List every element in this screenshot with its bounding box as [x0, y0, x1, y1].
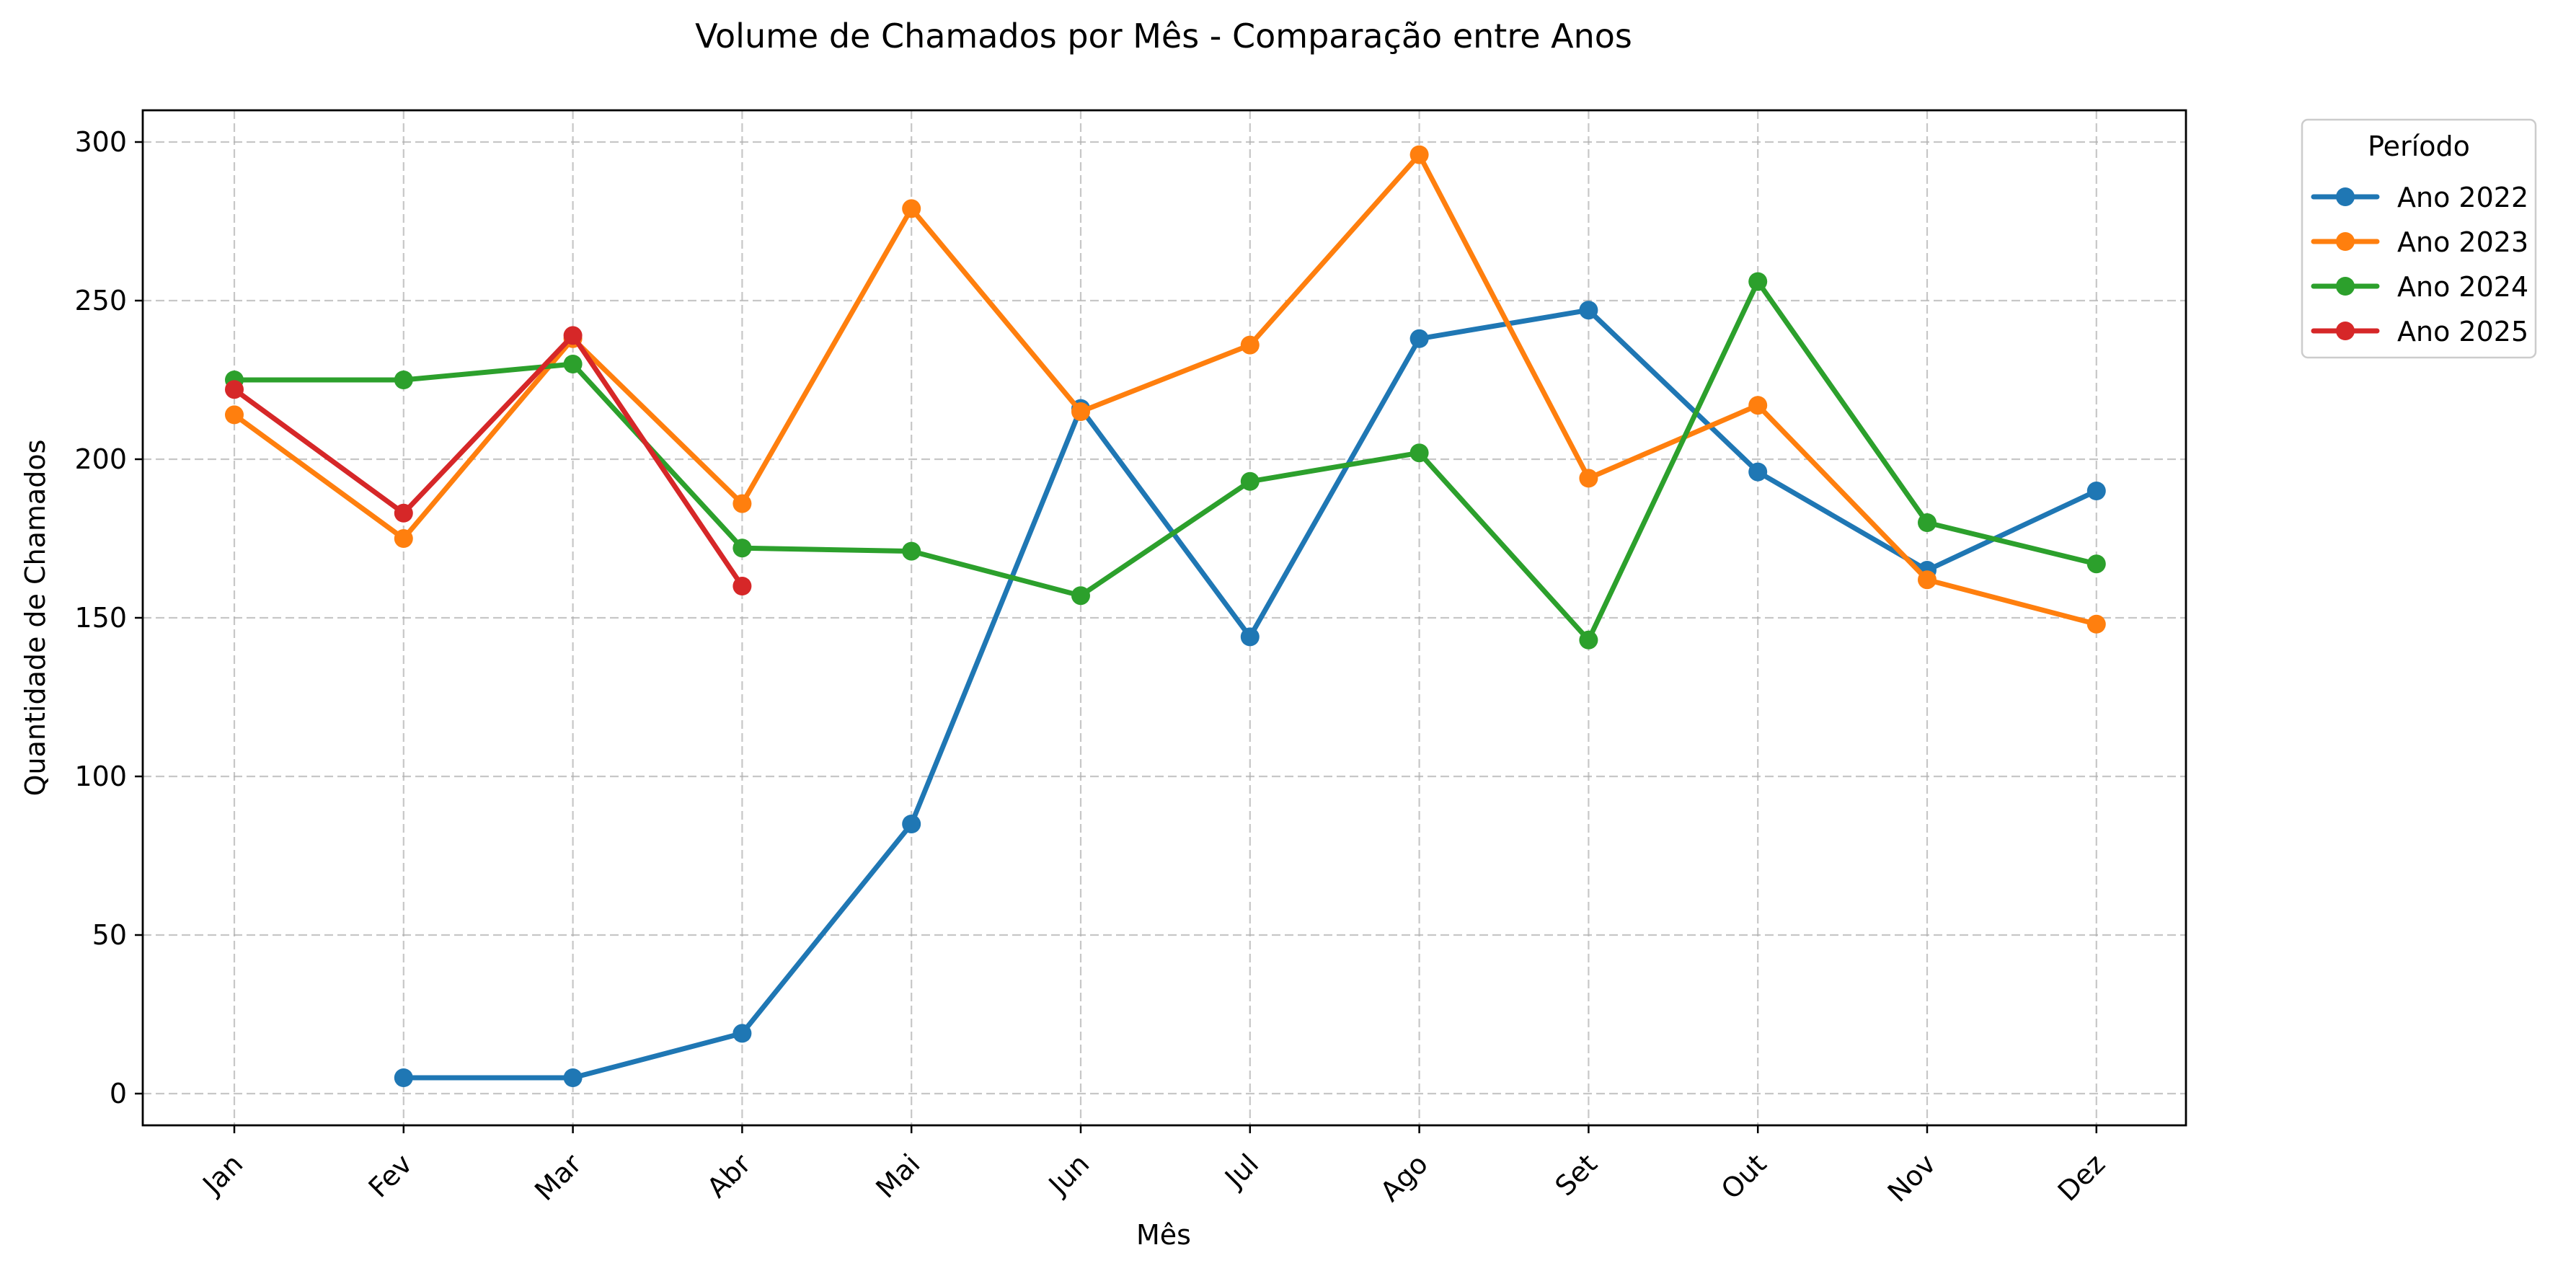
legend-label: Ano 2025	[2397, 316, 2528, 347]
data-point	[1748, 462, 1768, 482]
data-point	[902, 815, 921, 833]
series-line	[231, 332, 745, 589]
data-point	[1409, 443, 1429, 463]
x-tick-label: Mai	[869, 1148, 926, 1204]
data-point	[1918, 513, 1937, 532]
data-point	[563, 355, 583, 373]
legend-label: Ano 2024	[2397, 271, 2528, 303]
series-layer	[225, 145, 2106, 1087]
data-point	[225, 405, 244, 425]
x-tick-label: Fev	[363, 1148, 419, 1204]
x-tick-label: Jan	[195, 1148, 249, 1201]
y-axis-ticks: 0 50 100 150 200 250 300	[74, 126, 143, 1109]
legend-box	[2301, 118, 2537, 359]
series-line	[231, 152, 2099, 627]
y-tick-label: 300	[74, 126, 127, 158]
x-tick-label: Jul	[1218, 1148, 1265, 1195]
series-ano-2024	[225, 272, 2106, 650]
data-point	[1071, 402, 1090, 421]
legend-marker	[2336, 187, 2355, 206]
y-tick-label: 200	[74, 443, 127, 475]
legend-marker	[2336, 277, 2355, 296]
data-point	[732, 494, 752, 513]
data-point	[1240, 627, 1260, 647]
x-tick-label: Jun	[1042, 1148, 1096, 1202]
data-point	[1240, 335, 1260, 355]
x-axis-label: Mês	[1136, 1219, 1191, 1251]
grid-layer	[143, 110, 2186, 1125]
data-point	[1579, 630, 1598, 650]
legend-marker	[2336, 322, 2355, 340]
data-point	[1918, 570, 1937, 590]
series-line	[231, 279, 2099, 643]
data-point	[1409, 145, 1429, 164]
data-point	[2086, 482, 2106, 500]
data-point	[2086, 554, 2106, 574]
y-tick-label: 150	[74, 602, 127, 634]
x-tick-label: Dez	[2052, 1148, 2111, 1207]
data-point	[1579, 469, 1598, 488]
x-tick-label: Nov	[1882, 1148, 1942, 1208]
data-point	[394, 1068, 413, 1087]
x-tick-label: Mar	[528, 1148, 588, 1207]
y-tick-label: 0	[110, 1078, 127, 1109]
legend-title: Período	[2368, 130, 2470, 162]
data-point	[732, 539, 752, 558]
data-point	[394, 529, 413, 548]
x-tick-label: Set	[1549, 1148, 1603, 1202]
chart-title: Volume de Chamados por Mês - Comparação …	[695, 17, 1632, 56]
legend-label: Ano 2022	[2397, 182, 2528, 213]
x-axis-ticks: Jan Fev Mar Abr Mai Jun Jul Ago Set Out Nov Dez	[195, 1125, 2111, 1208]
legend: Período Ano 2022 Ano 2023 Ano 2024 Ano 2025	[2301, 118, 2537, 359]
data-point	[563, 1068, 583, 1087]
legend-entry: Ano 2025	[2311, 316, 2528, 347]
data-point	[225, 380, 244, 399]
data-point	[1071, 586, 1090, 606]
legend-marker	[2336, 232, 2355, 251]
y-axis-label: Quantidade de Chamados	[19, 440, 51, 797]
y-tick-label: 50	[92, 919, 127, 951]
series-ano-2023	[225, 145, 2106, 634]
data-point	[1579, 301, 1598, 320]
y-tick-label: 100	[74, 761, 127, 792]
legend-label: Ano 2023	[2397, 226, 2528, 258]
legend-entry: Ano 2024	[2311, 271, 2528, 303]
data-point	[563, 326, 583, 345]
x-tick-label: Abr	[701, 1148, 757, 1204]
data-point	[1748, 272, 1768, 291]
data-point	[902, 199, 921, 218]
y-tick-label: 250	[74, 285, 127, 316]
legend-entry: Ano 2022	[2311, 182, 2528, 213]
data-point	[1409, 329, 1429, 348]
data-point	[902, 541, 921, 561]
data-point	[1240, 471, 1260, 491]
data-point	[732, 577, 752, 595]
data-point	[394, 371, 413, 389]
data-point	[2086, 614, 2106, 634]
x-tick-label: Out	[1715, 1148, 1773, 1205]
data-point	[732, 1024, 752, 1043]
legend-entry: Ano 2023	[2311, 226, 2528, 258]
data-point	[394, 503, 413, 523]
series-ano-2025	[225, 326, 752, 595]
x-tick-label: Ago	[1374, 1148, 1434, 1208]
data-point	[1748, 396, 1768, 415]
